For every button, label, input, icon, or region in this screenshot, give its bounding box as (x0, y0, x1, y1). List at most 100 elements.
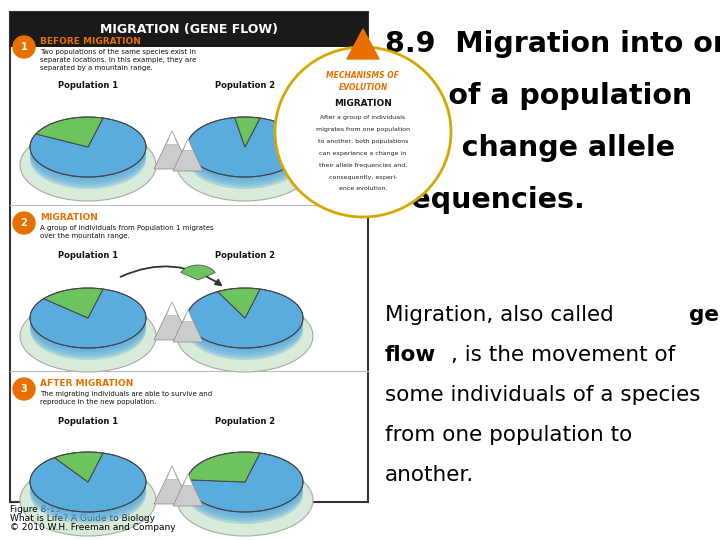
Polygon shape (184, 139, 192, 150)
Polygon shape (217, 288, 260, 318)
Ellipse shape (187, 291, 303, 350)
Polygon shape (30, 289, 146, 348)
Ellipse shape (187, 452, 303, 512)
Text: some individuals of a species: some individuals of a species (385, 385, 701, 405)
Ellipse shape (30, 122, 146, 182)
Ellipse shape (187, 126, 303, 187)
Text: over the mountain range.: over the mountain range. (40, 233, 130, 239)
Ellipse shape (20, 129, 156, 201)
Text: MIGRATION: MIGRATION (40, 213, 98, 221)
Ellipse shape (30, 288, 146, 348)
Polygon shape (181, 265, 215, 280)
Polygon shape (36, 129, 103, 159)
Ellipse shape (187, 459, 303, 519)
Text: Population 1: Population 1 (58, 80, 118, 90)
Text: 3: 3 (21, 384, 27, 394)
Ellipse shape (187, 119, 303, 179)
Ellipse shape (187, 293, 303, 353)
Polygon shape (154, 466, 190, 504)
Text: migrates from one population: migrates from one population (316, 126, 410, 132)
Text: BEFORE MIGRATION: BEFORE MIGRATION (40, 37, 141, 45)
Ellipse shape (187, 295, 303, 355)
Ellipse shape (177, 300, 313, 372)
Text: What is Life? A Guide to Biology: What is Life? A Guide to Biology (10, 514, 155, 523)
Polygon shape (44, 288, 103, 318)
Text: Population 1: Population 1 (58, 416, 118, 426)
Text: AFTER MIGRATION: AFTER MIGRATION (40, 379, 133, 388)
Ellipse shape (177, 464, 313, 536)
Text: from one population to: from one population to (385, 425, 632, 445)
Circle shape (13, 212, 35, 234)
Ellipse shape (20, 464, 156, 536)
Ellipse shape (30, 464, 146, 524)
Ellipse shape (20, 300, 156, 372)
Ellipse shape (187, 124, 303, 184)
Polygon shape (235, 129, 260, 159)
Polygon shape (173, 474, 203, 506)
Text: A group of individuals from Population 1 migrates: A group of individuals from Population 1… (40, 225, 214, 231)
Polygon shape (187, 118, 303, 177)
Polygon shape (347, 29, 379, 59)
Ellipse shape (30, 300, 146, 360)
Ellipse shape (187, 129, 303, 189)
Polygon shape (187, 289, 303, 348)
Text: ence evolution.: ence evolution. (338, 186, 387, 192)
Ellipse shape (187, 122, 303, 182)
Ellipse shape (187, 464, 303, 524)
Polygon shape (30, 453, 146, 512)
Text: may change allele: may change allele (385, 134, 675, 162)
Text: reproduce in the new population.: reproduce in the new population. (40, 399, 156, 405)
Polygon shape (36, 117, 103, 147)
Text: After a group of individuals: After a group of individuals (320, 114, 405, 119)
Ellipse shape (187, 454, 303, 515)
Polygon shape (184, 310, 192, 321)
Text: can experience a change in: can experience a change in (320, 151, 407, 156)
Text: their allele frequencies and,: their allele frequencies and, (319, 163, 407, 167)
Polygon shape (154, 131, 190, 169)
Polygon shape (187, 453, 303, 512)
Text: Figure 8-15: Figure 8-15 (10, 505, 61, 514)
Text: to another, both populations: to another, both populations (318, 138, 408, 144)
Ellipse shape (30, 293, 146, 353)
Text: separate locations. In this example, they are: separate locations. In this example, the… (40, 57, 197, 63)
Polygon shape (55, 452, 103, 482)
Text: , is the movement of: , is the movement of (451, 345, 675, 365)
Ellipse shape (30, 119, 146, 179)
Ellipse shape (187, 298, 303, 357)
Text: Population 2: Population 2 (215, 251, 275, 260)
Text: 1: 1 (21, 42, 27, 52)
Text: separated by a mountain range.: separated by a mountain range. (40, 65, 153, 71)
Ellipse shape (30, 291, 146, 350)
Ellipse shape (30, 126, 146, 187)
Ellipse shape (30, 124, 146, 184)
Text: EVOLUTION: EVOLUTION (338, 83, 387, 91)
Text: flow: flow (385, 345, 436, 365)
Text: Migration, also called: Migration, also called (385, 305, 621, 325)
Polygon shape (184, 474, 192, 485)
Polygon shape (154, 302, 190, 340)
Text: Population 1: Population 1 (58, 251, 118, 260)
Text: The migrating individuals are able to survive and: The migrating individuals are able to su… (40, 391, 212, 397)
Text: MIGRATION (GENE FLOW): MIGRATION (GENE FLOW) (100, 23, 278, 36)
Ellipse shape (30, 295, 146, 355)
Ellipse shape (187, 117, 303, 177)
Ellipse shape (177, 129, 313, 201)
Polygon shape (173, 139, 203, 171)
Bar (10, 12, 368, 47)
Ellipse shape (30, 452, 146, 512)
Text: Two populations of the same species exist in: Two populations of the same species exis… (40, 49, 196, 55)
Circle shape (13, 36, 35, 58)
Text: MIGRATION: MIGRATION (334, 98, 392, 107)
Text: 2: 2 (21, 218, 27, 228)
Ellipse shape (187, 288, 303, 348)
Polygon shape (30, 118, 146, 177)
Ellipse shape (187, 462, 303, 522)
Circle shape (13, 378, 35, 400)
Polygon shape (166, 302, 177, 315)
Polygon shape (44, 300, 103, 330)
Text: 8.9  Migration into or: 8.9 Migration into or (385, 30, 720, 58)
Text: out of a population: out of a population (385, 82, 692, 110)
Text: MECHANISMS OF: MECHANISMS OF (326, 71, 400, 79)
Polygon shape (166, 131, 177, 144)
Ellipse shape (275, 47, 451, 217)
